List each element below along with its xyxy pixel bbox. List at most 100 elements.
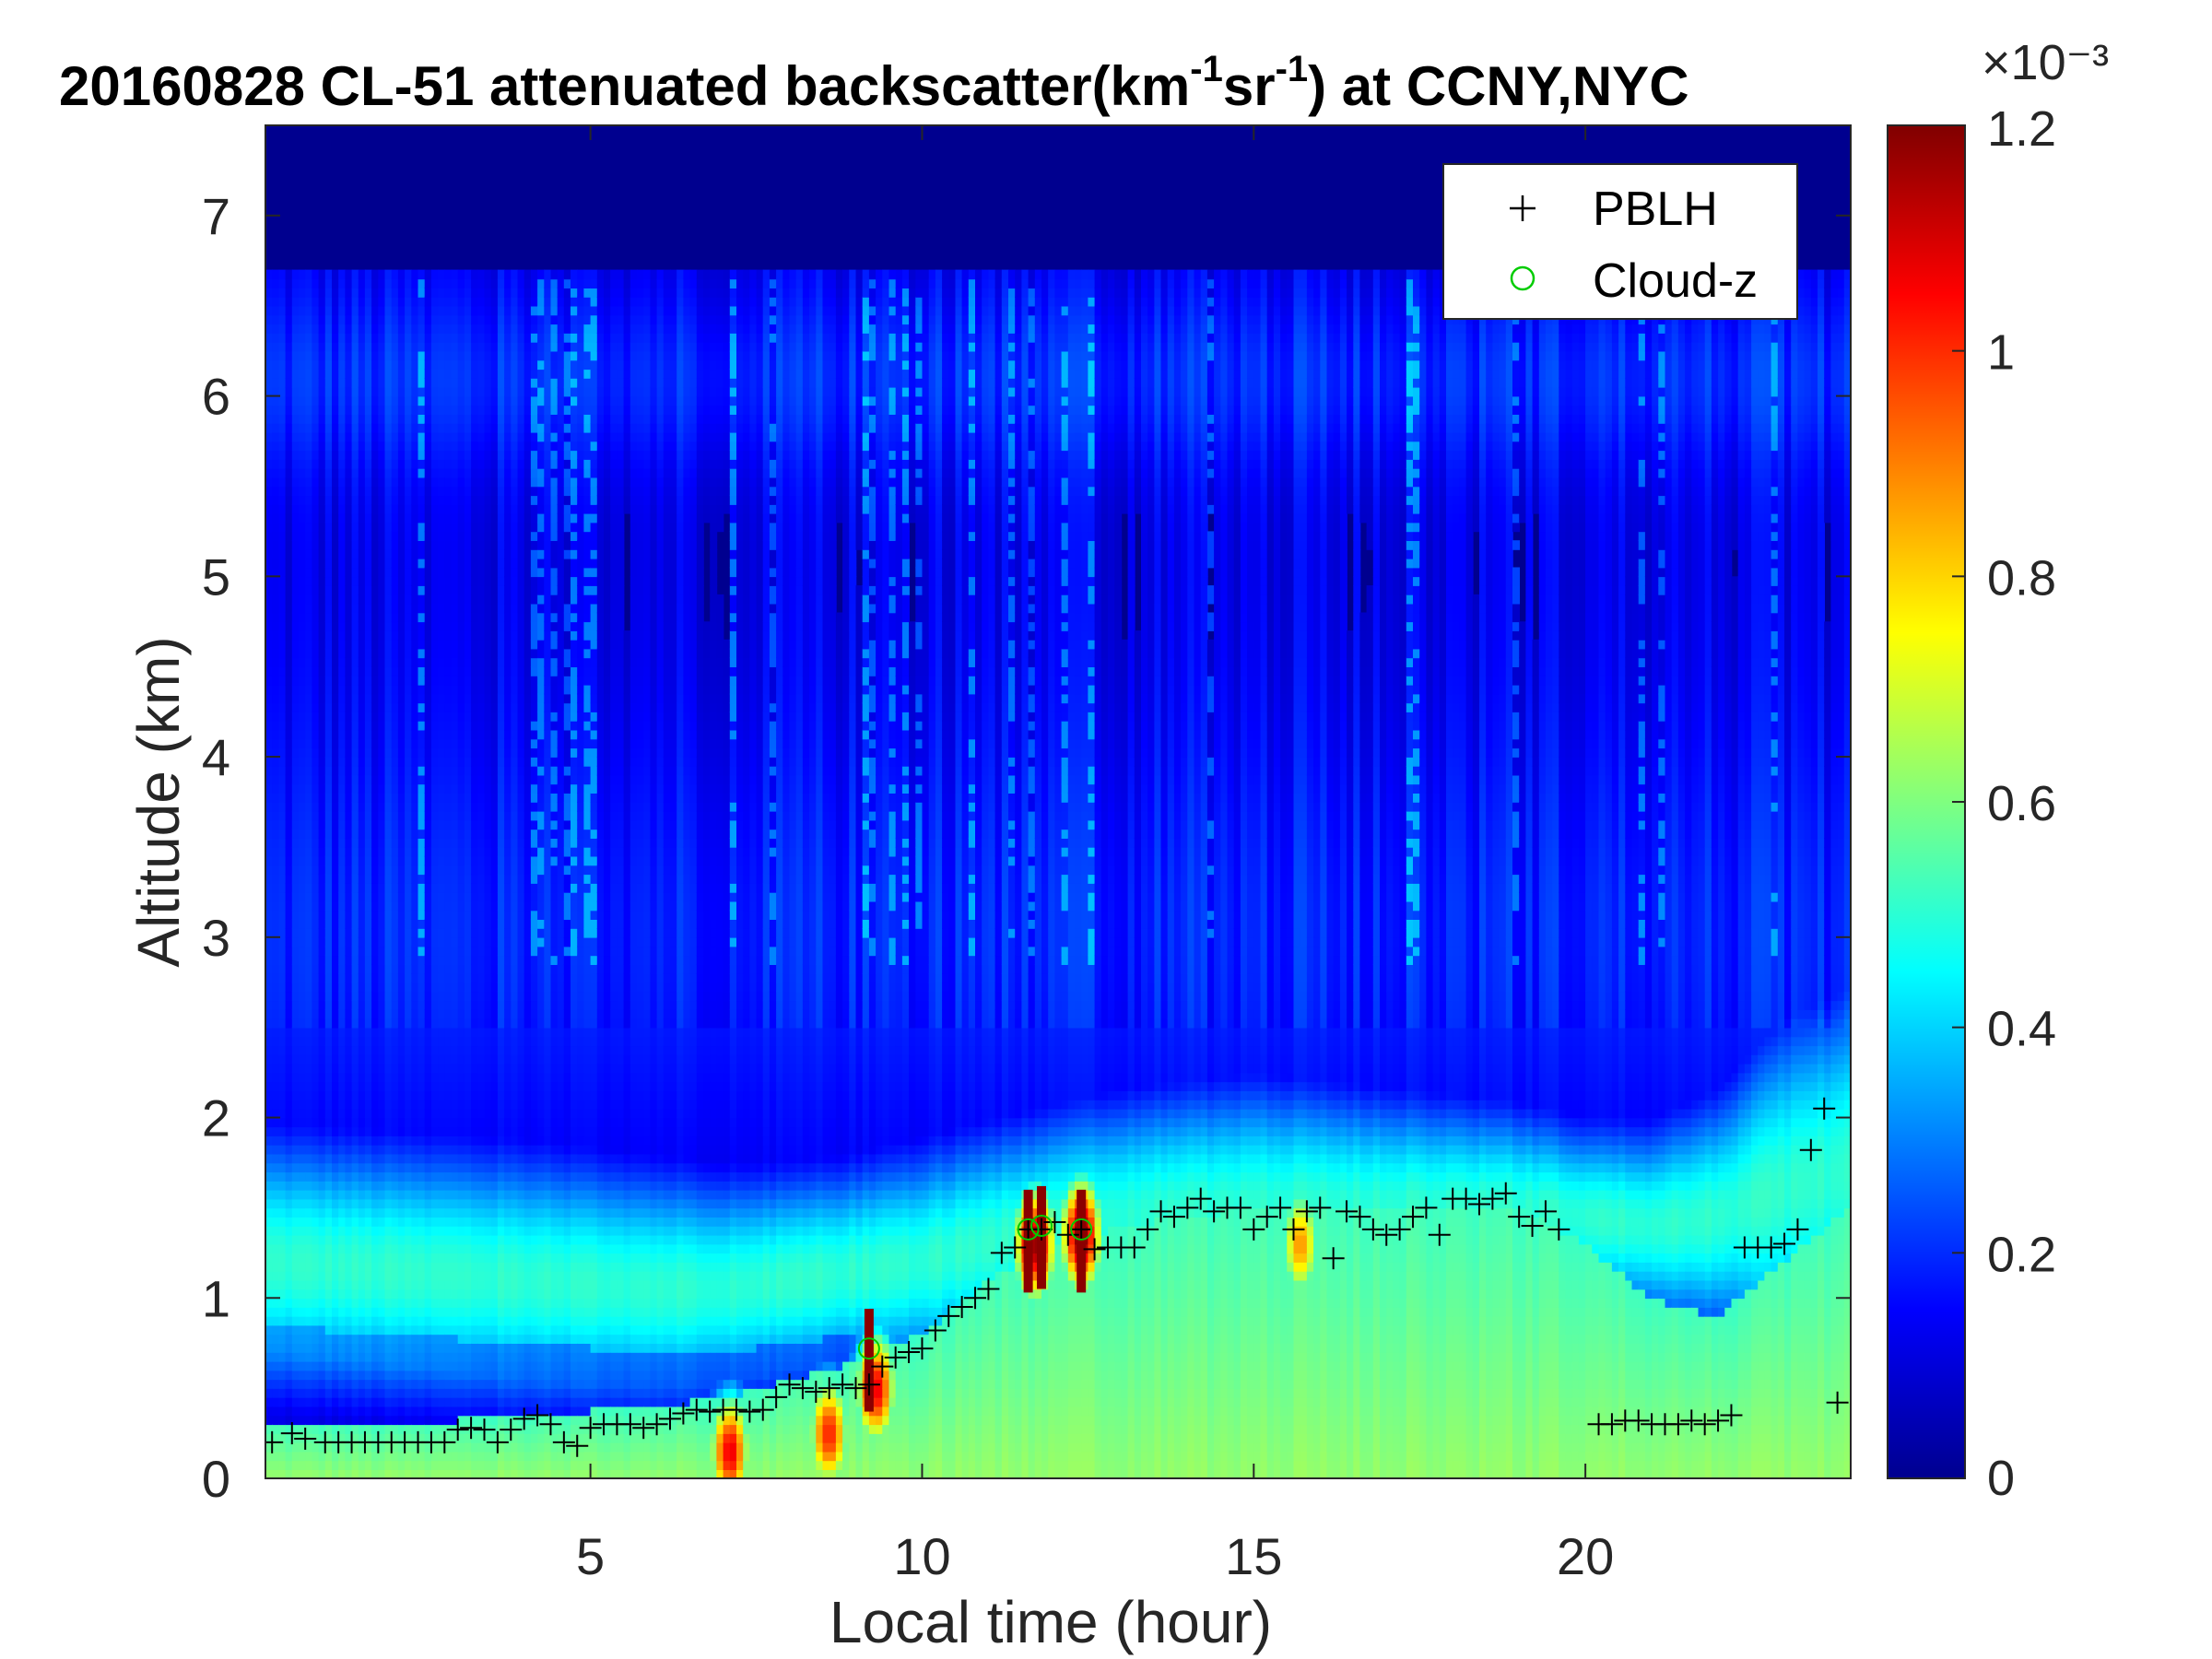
heatmap-cell bbox=[305, 405, 312, 415]
heatmap-cell bbox=[299, 802, 306, 812]
heatmap-cell bbox=[345, 1028, 352, 1038]
heatmap-cell bbox=[278, 450, 286, 460]
heatmap-cell bbox=[332, 288, 339, 298]
heatmap-cell bbox=[319, 513, 326, 524]
heatmap-cell bbox=[319, 1343, 326, 1353]
heatmap-cell bbox=[319, 766, 326, 776]
heatmap-cell bbox=[272, 1037, 279, 1047]
heatmap-cell bbox=[286, 865, 293, 876]
heatmap-cell bbox=[312, 1126, 319, 1136]
heatmap-cell bbox=[265, 342, 273, 352]
heatmap-cell bbox=[312, 1135, 319, 1146]
heatmap-cell bbox=[278, 549, 286, 559]
heatmap-cell bbox=[265, 901, 273, 912]
heatmap-cell bbox=[272, 1424, 279, 1434]
heatmap-cell bbox=[292, 1253, 300, 1263]
heatmap-cell bbox=[332, 351, 339, 361]
heatmap-cell bbox=[278, 1361, 286, 1371]
heatmap-cell bbox=[265, 973, 273, 983]
heatmap-cell bbox=[305, 1307, 312, 1317]
heatmap-cell bbox=[278, 613, 286, 623]
heatmap-cell bbox=[299, 1037, 306, 1047]
heatmap-cell bbox=[299, 288, 306, 298]
heatmap-cell bbox=[332, 495, 339, 505]
heatmap-cell bbox=[292, 1037, 300, 1047]
heatmap-cell bbox=[312, 739, 319, 749]
heatmap-cell bbox=[305, 487, 312, 497]
heatmap-cell bbox=[299, 1361, 306, 1371]
heatmap-cell bbox=[332, 1045, 339, 1055]
heatmap-cell bbox=[265, 1207, 273, 1218]
heatmap-cell bbox=[286, 1271, 293, 1281]
heatmap-cell bbox=[278, 1388, 286, 1398]
heatmap-cell bbox=[265, 531, 273, 541]
heatmap-cell bbox=[332, 523, 339, 533]
heatmap-cell bbox=[286, 1325, 293, 1335]
heatmap-cell bbox=[299, 396, 306, 406]
heatmap-cell bbox=[325, 657, 333, 667]
heatmap-cell bbox=[352, 1334, 359, 1344]
heatmap-cell bbox=[312, 964, 319, 974]
heatmap-cell bbox=[319, 1090, 326, 1100]
heatmap-cell bbox=[325, 874, 333, 884]
heatmap-cell bbox=[345, 1262, 352, 1272]
heatmap-cell bbox=[319, 730, 326, 740]
heatmap-cell bbox=[325, 802, 333, 812]
heatmap-cell bbox=[286, 694, 293, 704]
heatmap-cell bbox=[345, 1154, 352, 1164]
heatmap-cell bbox=[319, 874, 326, 884]
heatmap-cell bbox=[265, 1217, 273, 1227]
heatmap-cell bbox=[319, 342, 326, 352]
heatmap-cell bbox=[352, 1316, 359, 1326]
heatmap-cell bbox=[345, 1199, 352, 1209]
heatmap-area bbox=[265, 125, 1852, 1479]
heatmap-cell bbox=[345, 1045, 352, 1055]
heatmap-cell bbox=[332, 1073, 339, 1083]
heatmap-cell bbox=[332, 1325, 339, 1335]
heatmap-cell bbox=[272, 459, 279, 469]
heatmap-cell bbox=[286, 793, 293, 803]
heatmap-cell bbox=[286, 1235, 293, 1245]
heatmap-cell bbox=[292, 270, 300, 280]
heatmap-cell bbox=[312, 955, 319, 965]
heatmap-cell bbox=[312, 829, 319, 839]
heatmap-cell bbox=[272, 838, 279, 848]
heatmap-cell bbox=[292, 360, 300, 371]
heatmap-cell bbox=[286, 523, 293, 533]
heatmap-cell bbox=[286, 666, 293, 677]
heatmap-cell bbox=[345, 432, 352, 442]
heatmap-cell bbox=[325, 1262, 333, 1272]
heatmap-cell bbox=[272, 324, 279, 334]
heatmap-cell bbox=[338, 811, 346, 821]
heatmap-cell bbox=[338, 1171, 346, 1182]
heatmap-cell bbox=[345, 540, 352, 550]
heatmap-cell bbox=[345, 604, 352, 614]
heatmap-cell bbox=[272, 621, 279, 631]
heatmap-cell bbox=[352, 1253, 359, 1263]
heatmap-cell bbox=[292, 1145, 300, 1155]
heatmap-cell bbox=[299, 1009, 306, 1019]
heatmap-cell bbox=[332, 306, 339, 316]
heatmap-cell bbox=[332, 1126, 339, 1136]
heatmap-cell bbox=[292, 387, 300, 397]
heatmap-cell bbox=[272, 585, 279, 595]
heatmap-cell bbox=[286, 1045, 293, 1055]
heatmap-cell bbox=[332, 992, 339, 1002]
heatmap-cell bbox=[325, 1090, 333, 1100]
heatmap-cell bbox=[319, 640, 326, 650]
heatmap-cell bbox=[278, 1081, 286, 1091]
heatmap-cell bbox=[338, 630, 346, 641]
heatmap-cell bbox=[292, 306, 300, 316]
heatmap-cell bbox=[305, 1361, 312, 1371]
heatmap-cell bbox=[332, 342, 339, 352]
heatmap-cell bbox=[305, 730, 312, 740]
heatmap-cell bbox=[319, 1126, 326, 1136]
heatmap-cell bbox=[319, 1028, 326, 1038]
heatmap-cell bbox=[286, 568, 293, 578]
heatmap-cell bbox=[325, 1235, 333, 1245]
heatmap-cell bbox=[319, 802, 326, 812]
heatmap-cell bbox=[272, 531, 279, 541]
heatmap-cell bbox=[332, 820, 339, 830]
heatmap-cell bbox=[292, 1226, 300, 1236]
heatmap-cell bbox=[325, 901, 333, 912]
